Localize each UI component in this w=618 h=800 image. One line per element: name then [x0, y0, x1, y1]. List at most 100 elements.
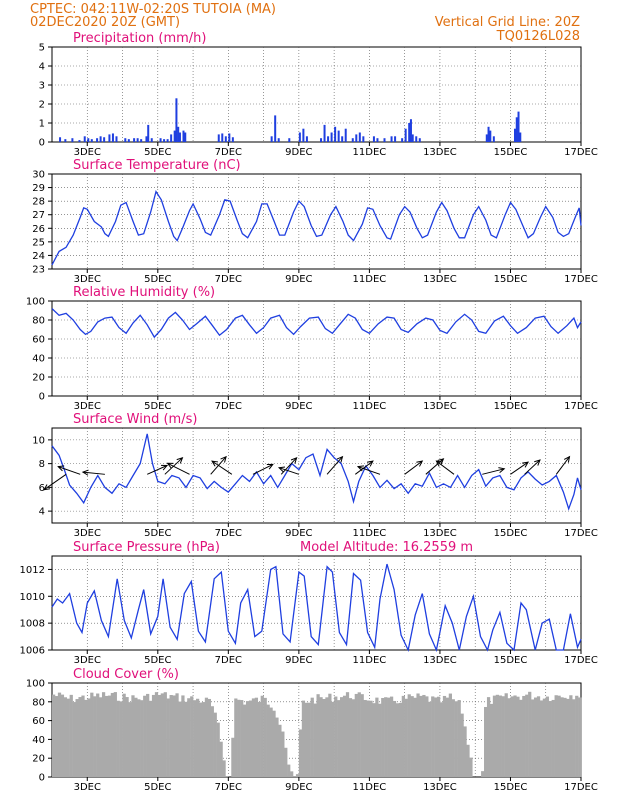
cloud-bar — [533, 697, 538, 777]
cloud-bar — [395, 703, 400, 777]
cloud-bar — [413, 697, 417, 777]
temp-xtick-label: 13DEC — [423, 274, 457, 285]
precip-bar — [376, 138, 379, 142]
precip-bar — [288, 138, 291, 142]
cloud-bar — [257, 701, 261, 777]
precip-ytick-label: 0 — [39, 138, 45, 149]
cloud-bar — [522, 695, 526, 777]
temp-panel: 23 24 25 26 27 28 29 30 3DEC 5DEC 7DEC 9DEC 11DEC 13D… — [32, 170, 598, 286]
temp-xtick-label: 7DEC — [215, 274, 242, 285]
temp-xtick-label: 9DEC — [285, 274, 312, 285]
cloud-bar — [210, 706, 214, 777]
precip-bar — [133, 138, 136, 142]
wind-vector — [167, 462, 190, 475]
precip-bar — [323, 124, 326, 142]
precip-bar — [99, 136, 102, 142]
cloud-xtick-label: 11DEC — [353, 782, 387, 793]
cloud-bar — [178, 701, 182, 777]
wind-vector-head — [220, 455, 227, 463]
precip-xtick-label: 15DEC — [494, 147, 528, 158]
cloud-bar — [75, 699, 79, 777]
cloud-bar — [193, 700, 197, 777]
precip-bar — [78, 140, 81, 142]
wind-vector-head — [416, 460, 424, 467]
cloud-bar — [251, 698, 256, 777]
cloud-bar — [131, 695, 135, 777]
rh-xtick-label: 11DEC — [353, 401, 387, 412]
wind-xtick-label: 13DEC — [423, 528, 457, 539]
cloud-bar — [313, 703, 317, 777]
precip-bar — [90, 139, 93, 142]
precip-bar — [341, 136, 344, 142]
precip-bar — [334, 126, 337, 142]
temp-xtick-label: 15DEC — [494, 274, 528, 285]
pres-panel: 1006 1008 1010 1012 3DEC 5DEC 7DEC 9DEC 11DEC 13D… — [20, 555, 598, 666]
cloud-bar — [160, 693, 164, 777]
model-id: TQ0126L028 — [496, 29, 580, 44]
cloud-bar — [525, 694, 529, 777]
rh-frame — [51, 300, 582, 397]
precip-bar — [150, 138, 153, 142]
cloud-bar — [281, 731, 285, 777]
precip-bar — [394, 136, 397, 142]
precip-ytick-label: 1 — [39, 119, 45, 130]
cloud-bar — [378, 703, 382, 777]
cloud-bar — [563, 697, 567, 777]
precip-xtick-label: 3DEC — [74, 147, 101, 158]
cloud-bar — [325, 697, 329, 777]
temp-ytick-label: 30 — [32, 170, 45, 181]
precip-bar — [362, 136, 365, 142]
precip-bar — [173, 130, 176, 142]
cloud-bar — [90, 692, 94, 777]
wind-xtick-label: 17DEC — [564, 528, 598, 539]
cloud-bar — [345, 692, 350, 777]
wind-vector-head — [356, 465, 364, 472]
cloud-bar — [392, 700, 397, 777]
run-date: 02DEC2020 20Z (GMT) — [30, 15, 180, 30]
precip-bar — [108, 134, 111, 142]
pres-xtick-label: 5DEC — [144, 655, 171, 666]
precip-bar — [372, 136, 375, 142]
wind-vector-head — [43, 484, 51, 491]
temp-frame — [51, 173, 582, 270]
precip-frame — [51, 46, 582, 143]
cloud-bar — [172, 695, 176, 777]
cloud-bar — [69, 694, 73, 777]
temp-xtick-label: 3DEC — [74, 274, 101, 285]
cloud-bar — [248, 700, 253, 777]
temp-series-line — [51, 190, 582, 266]
wind-vector-head — [166, 462, 174, 469]
pres-ytick-label: 1006 — [20, 646, 45, 657]
wind-vector — [82, 471, 105, 475]
cloud-bar — [551, 699, 555, 777]
cloud-bar — [389, 696, 394, 777]
precip-bar — [409, 119, 412, 142]
cloud-bar — [304, 702, 308, 777]
cloud-bar — [445, 697, 450, 777]
cloud-bar — [348, 698, 353, 777]
rh-xtick-label: 15DEC — [494, 401, 528, 412]
wind-vector-head — [563, 455, 571, 463]
cloud-bar — [316, 694, 320, 777]
precip-bar — [182, 130, 185, 142]
wind-panel: 4 6 8 10 3DEC 5DEC 7DEC 9DEC 11DEC 13DEC 15DEC 17DE… — [32, 427, 598, 539]
wind-xtick-label: 15DEC — [494, 528, 528, 539]
precip-xtick-label: 7DEC — [215, 147, 242, 158]
pres-ytick-label: 1008 — [20, 619, 45, 630]
precip-bar — [415, 136, 418, 142]
cloud-bar — [557, 695, 561, 777]
cloud-bar — [463, 726, 467, 777]
cloud-ytick-label: 0 — [39, 773, 45, 784]
wind-vector — [436, 460, 455, 475]
precip-bar — [228, 133, 231, 142]
cloud-bar — [416, 693, 420, 777]
cloud-bar — [166, 698, 170, 777]
wind-vector — [404, 460, 423, 475]
wind-vector-head — [266, 463, 274, 470]
wind-vector-head — [290, 456, 298, 464]
cloud-bar — [340, 697, 344, 777]
cloud-bar — [151, 694, 156, 777]
wind-vector — [278, 467, 300, 475]
wind-vector-head — [366, 460, 374, 467]
precip-panel: 0 1 2 3 4 5 3DEC 5DEC 7DEC 9DEC 11DEC 13DEC 15DEC 17D… — [39, 43, 598, 159]
